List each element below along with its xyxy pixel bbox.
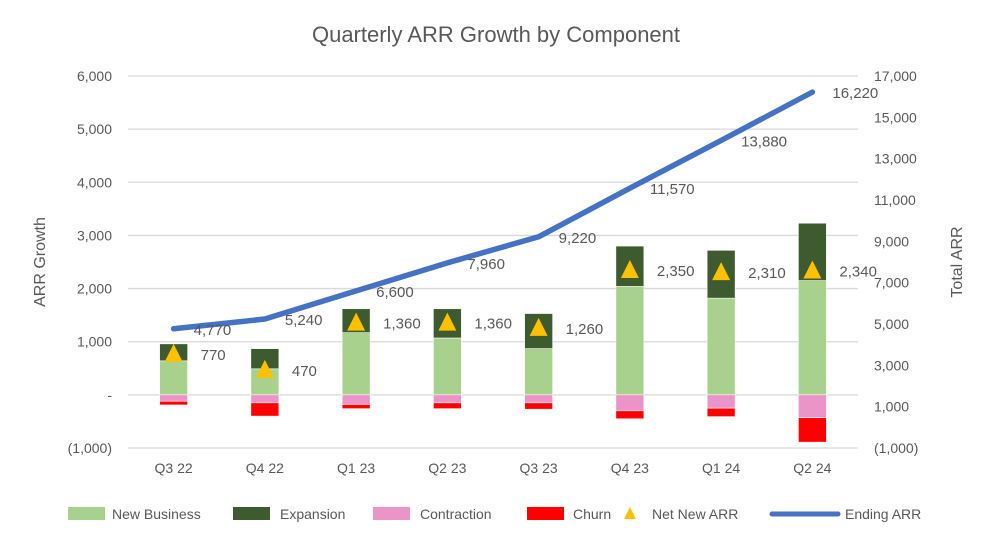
legend-label: Expansion [280, 506, 345, 522]
net-new-arr-label: 1,360 [474, 316, 512, 333]
legend-swatch [624, 507, 636, 519]
bar-churn [524, 402, 553, 410]
net-new-arr-marker [620, 259, 639, 278]
ending-arr-line [170, 89, 816, 332]
ending-arr-label: 6,600 [376, 284, 414, 301]
y-tick-label: - [107, 387, 112, 403]
y2-tick-label: 5,000 [874, 316, 909, 332]
legend-swatch [373, 507, 410, 520]
y-tick-label: 5,000 [77, 121, 112, 137]
y-tick-label: 3,000 [77, 227, 112, 243]
legend-item-contraction: Contraction [373, 506, 492, 522]
ending-arr-label: 16,220 [832, 85, 878, 102]
legend-swatch [527, 507, 564, 520]
y2-tick-label: 15,000 [874, 109, 917, 125]
x-tick-label: Q1 24 [702, 460, 740, 476]
net-new-arr-label: 2,310 [748, 265, 786, 282]
y-tick-label: 4,000 [77, 174, 112, 190]
bar-churn [159, 400, 188, 406]
bar-contraction [706, 394, 736, 409]
net-new-arr-marker [438, 312, 457, 331]
net-new-arr-label: 1,360 [383, 316, 421, 333]
legend-swatch [233, 507, 270, 520]
ending-arr-label: 4,770 [194, 322, 232, 339]
bar-contraction [341, 394, 371, 405]
legend-item-ending-arr: Ending ARR [769, 506, 921, 522]
legend-swatch [68, 507, 105, 520]
bar-new-business [615, 286, 645, 396]
net-new-arr-label: 1,260 [566, 321, 604, 338]
net-new-arr-label: 770 [201, 347, 226, 364]
legend-item-expansion: Expansion [233, 506, 345, 522]
bar-churn [250, 402, 280, 417]
bar-churn [615, 410, 645, 420]
bar-contraction [615, 394, 645, 412]
net-new-arr-marker [803, 260, 822, 279]
bar-churn [706, 407, 736, 417]
y2-tick-label: 11,000 [874, 192, 916, 208]
y2-tick-label: 7,000 [874, 275, 909, 291]
bar-new-business [798, 280, 827, 396]
x-tick-label: Q1 23 [337, 460, 375, 476]
legend-label: Contraction [420, 506, 492, 522]
x-tick-label: Q4 22 [246, 460, 284, 476]
bar-new-business [433, 337, 462, 396]
bar-churn [433, 402, 462, 409]
y-tick-label: (1,000) [68, 440, 112, 456]
legend-label: Ending ARR [845, 506, 921, 522]
net-new-arr-marker [255, 359, 274, 378]
net-new-arr-marker [712, 262, 731, 281]
x-tick-label: Q3 23 [520, 460, 558, 476]
ending-arr-label: 9,220 [559, 230, 597, 247]
legend-label: Churn [573, 506, 611, 522]
y2-axis-label: Total ARR [949, 226, 966, 297]
y2-tick-label: 1,000 [874, 399, 909, 415]
x-tick-label: Q2 24 [793, 460, 831, 476]
ending-arr-label: 5,240 [285, 312, 323, 329]
y2-tick-label: 13,000 [874, 151, 917, 167]
legend-item-new-business: New Business [68, 506, 201, 522]
ending-arr-label: 7,960 [467, 256, 505, 273]
x-tick-label: Q4 23 [611, 460, 649, 476]
bar-churn [798, 417, 827, 443]
net-new-arr-label: 2,340 [839, 264, 877, 281]
legend-label: New Business [112, 506, 201, 522]
x-tick-label: Q2 23 [428, 460, 466, 476]
y2-tick-label: 9,000 [874, 233, 909, 249]
bar-new-business [706, 297, 736, 396]
bar-new-business [159, 360, 188, 396]
bar-contraction [798, 394, 827, 419]
y2-tick-label: 3,000 [874, 357, 909, 373]
y2-tick-label: 17,000 [874, 68, 917, 84]
bar-contraction [159, 394, 188, 402]
net-new-arr-marker [347, 312, 366, 331]
net-new-arr-marker [164, 343, 183, 362]
y-tick-label: 6,000 [77, 68, 112, 84]
y-tick-label: 2,000 [77, 281, 112, 297]
bar-new-business [524, 348, 553, 396]
net-new-arr-label: 2,350 [657, 263, 695, 280]
net-new-arr-marker [529, 317, 548, 336]
bar-churn [341, 404, 371, 409]
x-tick-label: Q3 22 [155, 460, 193, 476]
legend-item-churn: Churn [527, 506, 611, 522]
ending-arr-label: 13,880 [741, 133, 787, 150]
bar-new-business [341, 332, 371, 396]
y2-tick-label: (1,000) [874, 440, 918, 456]
ending-arr-label: 11,570 [650, 181, 695, 198]
bar-contraction [250, 394, 280, 404]
bar-contraction [524, 394, 553, 404]
y-axis-label: ARR Growth [32, 217, 49, 307]
legend-item-net-new-arr: Net New ARR [624, 506, 738, 522]
net-new-arr-label: 470 [292, 363, 317, 380]
y-tick-label: 1,000 [77, 334, 112, 350]
legend-label: Net New ARR [652, 506, 738, 522]
bar-contraction [433, 394, 462, 404]
chart-title: Quarterly ARR Growth by Component [312, 22, 680, 47]
